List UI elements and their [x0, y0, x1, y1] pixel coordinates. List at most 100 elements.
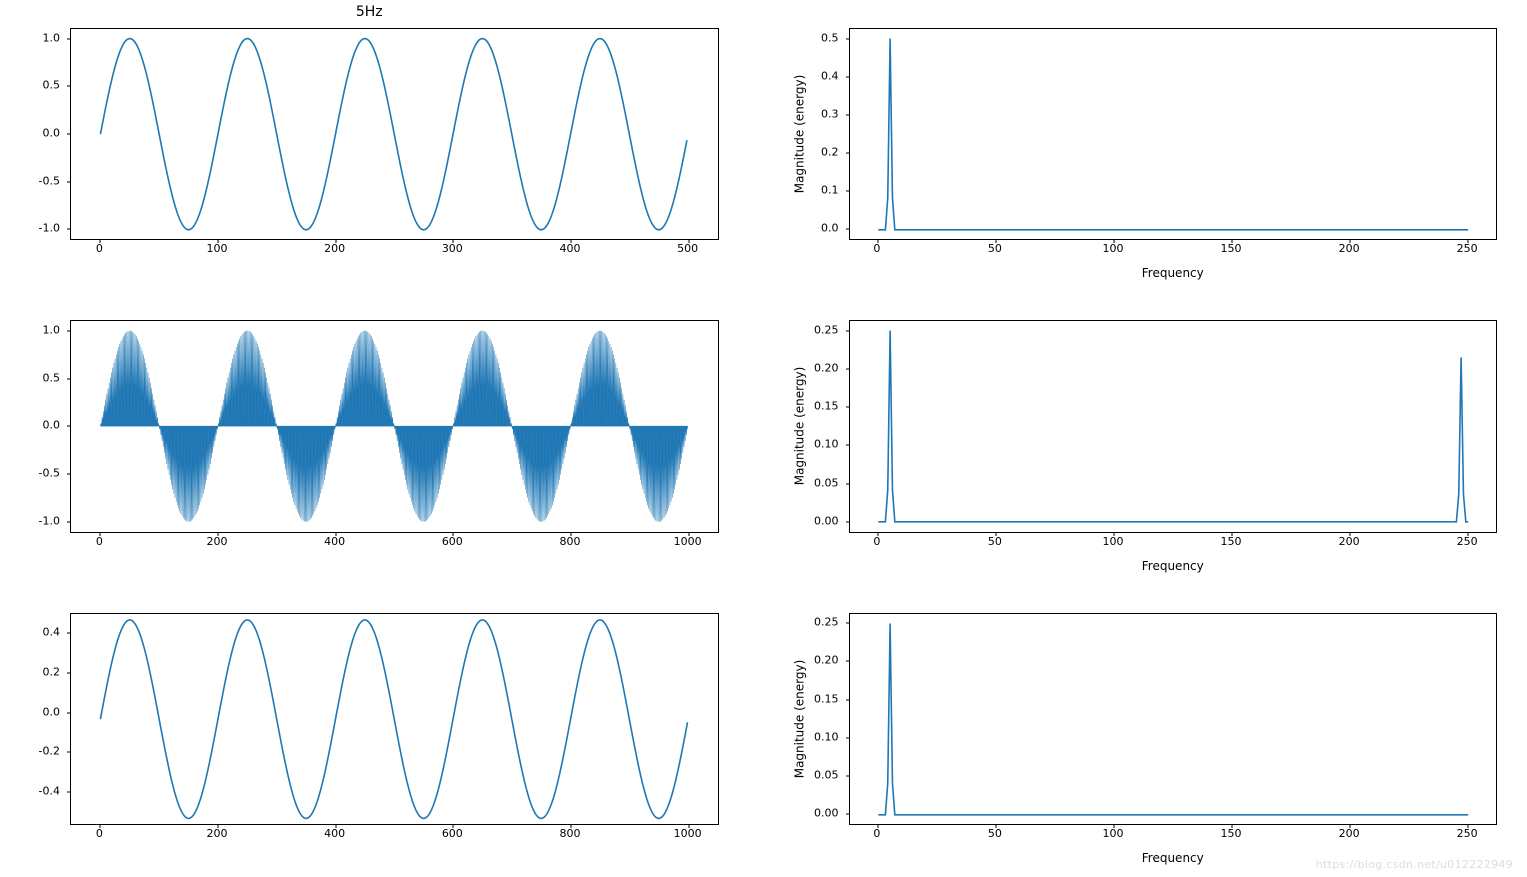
ytick-label: 1.0	[43, 31, 61, 44]
xtick-label: 1000	[674, 827, 702, 840]
y-axis-label: Magnitude (energy)	[793, 320, 807, 532]
ytick-label: 0.5	[43, 79, 61, 92]
ytick-label: 0.4	[821, 69, 839, 82]
panel-title: 5Hz	[10, 4, 729, 20]
plot-frame	[70, 28, 719, 240]
xtick-label: 200	[1339, 242, 1360, 255]
ytick-label: -0.5	[39, 174, 60, 187]
plot-svg	[71, 614, 718, 824]
ytick-label: 0.20	[814, 654, 839, 667]
xtick-label: 100	[1102, 535, 1123, 548]
ytick-label: 0.15	[814, 692, 839, 705]
plot-svg	[850, 29, 1497, 239]
xtick-label: 800	[559, 827, 580, 840]
xtick-label: 100	[1102, 242, 1123, 255]
ytick-label: -0.2	[39, 745, 60, 758]
plot-svg	[850, 614, 1497, 824]
ytick-label: 0.25	[814, 323, 839, 336]
xtick-label: 150	[1221, 827, 1242, 840]
xtick-label: 500	[677, 242, 698, 255]
xtick-label: 800	[559, 535, 580, 548]
xtick-label: 0	[96, 535, 103, 548]
ytick-label: 0.10	[814, 730, 839, 743]
panel-p2: 0 200 400 600 800 1000 -1.0 -0.5 0.0 0.5 1.0	[10, 302, 729, 574]
ytick-label: 0.2	[821, 146, 839, 159]
xtick-label: 0	[96, 242, 103, 255]
xtick-label: 1000	[674, 535, 702, 548]
xtick-label: 0	[873, 535, 880, 548]
xtick-label: 400	[324, 827, 345, 840]
xtick-label: 200	[1339, 827, 1360, 840]
xtick-label: 200	[324, 242, 345, 255]
ytick-label: 0.0	[43, 419, 61, 432]
xtick-label: 300	[442, 242, 463, 255]
xtick-label: 100	[1102, 827, 1123, 840]
ytick-label: 0.4	[43, 626, 61, 639]
ytick-label: 1.0	[43, 323, 61, 336]
xtick-label: 400	[559, 242, 580, 255]
xtick-label: 400	[324, 535, 345, 548]
xtick-label: 0	[873, 827, 880, 840]
ytick-label: 0.10	[814, 438, 839, 451]
plot-frame	[849, 28, 1498, 240]
ytick-label: 0.20	[814, 362, 839, 375]
xtick-label: 150	[1221, 242, 1242, 255]
ytick-label: 0.5	[43, 371, 61, 384]
xtick-label: 50	[988, 242, 1002, 255]
panel-p5: 0501001502002500.000.050.100.150.200.25F…	[789, 595, 1508, 867]
ytick-label: 0.00	[814, 514, 839, 527]
ytick-label: 0.1	[821, 184, 839, 197]
series-line	[878, 623, 1468, 814]
xtick-label: 600	[442, 827, 463, 840]
panel-p4: 0 200 400 600 800 1000 -0.4 -0.2 0.0 0.2 0.4	[10, 595, 729, 867]
series-line	[878, 331, 1468, 522]
xtick-label: 150	[1221, 535, 1242, 548]
xtick-label: 250	[1457, 827, 1478, 840]
ytick-label: 0.0	[821, 222, 839, 235]
panel-p1: 0 50 100 150 200 250 0.0 0.1 0.2 0.3 0.4 0.5 Frequen…	[789, 10, 1508, 282]
ytick-label: 0.3	[821, 107, 839, 120]
ytick-label: -0.5	[39, 467, 60, 480]
ytick-label: 0.0	[43, 127, 61, 140]
series-line	[100, 39, 687, 230]
ytick-label: -1.0	[39, 514, 60, 527]
plot-svg	[850, 321, 1497, 531]
panel-p3: 0 50 100 150 200 250 0.00 0.05 0.10 0.15 0.20 0.25 F…	[789, 302, 1508, 574]
xtick-label: 100	[207, 242, 228, 255]
ytick-label: 0.05	[814, 476, 839, 489]
plot-frame	[849, 613, 1498, 825]
xtick-label: 200	[207, 535, 228, 548]
ytick-label: -0.4	[39, 784, 60, 797]
panel-p0: 5Hz0100200300400500-1.0-0.50.00.51.0	[10, 10, 729, 282]
ytick-label: 0.00	[814, 807, 839, 820]
xtick-label: 250	[1457, 535, 1478, 548]
ytick-label: 0.5	[821, 31, 839, 44]
ytick-label: -1.0	[39, 222, 60, 235]
xtick-label: 200	[207, 827, 228, 840]
ytick-label: 0.15	[814, 400, 839, 413]
series-line	[878, 39, 1468, 230]
plot-frame	[849, 320, 1498, 532]
xtick-label: 50	[988, 535, 1002, 548]
xtick-label: 0	[873, 242, 880, 255]
plot-frame	[70, 320, 719, 532]
plot-svg	[71, 29, 718, 239]
xtick-label: 250	[1457, 242, 1478, 255]
ytick-label: 0.05	[814, 768, 839, 781]
ytick-label: 0.0	[43, 705, 61, 718]
watermark-text: https://blog.csdn.net/u012222949	[1316, 858, 1513, 871]
ytick-label: 0.2	[43, 666, 61, 679]
x-axis-label: Frequency	[849, 559, 1498, 573]
x-axis-label: Frequency	[849, 266, 1498, 280]
y-axis-label: Magnitude (energy)	[793, 28, 807, 240]
ytick-label: 0.25	[814, 616, 839, 629]
xtick-label: 0	[96, 827, 103, 840]
plot-frame	[70, 613, 719, 825]
figure-grid: 5Hz0100200300400500-1.0-0.50.00.51.00501…	[0, 0, 1527, 877]
xtick-label: 600	[442, 535, 463, 548]
y-axis-label: Magnitude (energy)	[793, 613, 807, 825]
xtick-label: 50	[988, 827, 1002, 840]
plot-svg	[71, 321, 718, 531]
xtick-label: 200	[1339, 535, 1360, 548]
series-line	[100, 620, 687, 818]
